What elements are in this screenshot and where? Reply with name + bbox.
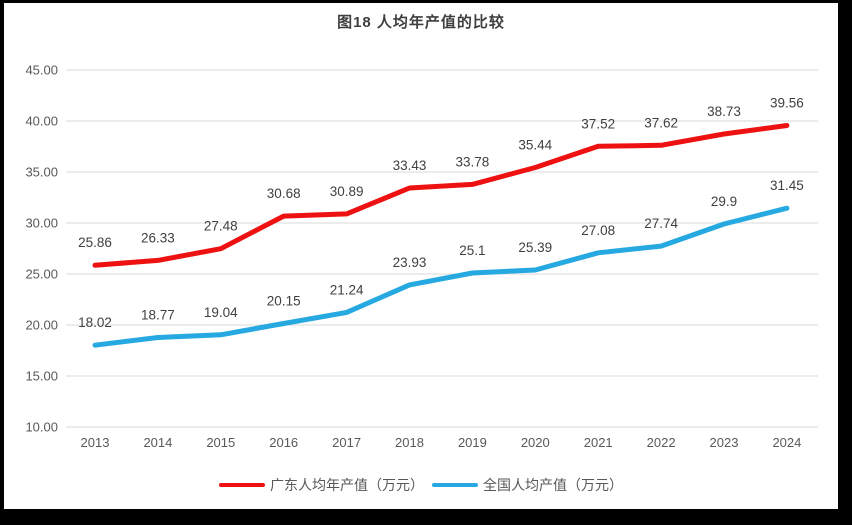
- x-axis-tick-label: 2023: [710, 435, 739, 450]
- data-label: 27.48: [204, 219, 238, 234]
- data-label: 33.43: [393, 158, 427, 173]
- chart-title: 图18 人均年产值的比较: [337, 14, 505, 31]
- data-label: 21.24: [330, 282, 364, 297]
- data-label: 31.45: [770, 178, 804, 193]
- x-axis-tick-label: 2013: [81, 435, 110, 450]
- line-chart-plot-area: 45.00 40.00 35.00 30.00 25.00 20.00 15.00 10.00…: [25, 63, 818, 450]
- x-axis-tick-label: 2019: [458, 435, 487, 450]
- data-label: 38.73: [707, 104, 741, 119]
- chart-canvas: 图18 人均年产值的比较 45.00 40.00 35.00 30.00 25.00 20…: [4, 3, 838, 509]
- x-axis-tick-label: 2015: [206, 435, 235, 450]
- chart-legend: 广东人均年产值（万元） 全国人均产值（万元）: [4, 475, 838, 495]
- guangdong-series-line: [92, 123, 790, 268]
- data-label: 30.68: [267, 186, 301, 201]
- national-series-swatch-icon: [432, 483, 478, 487]
- data-label: 27.08: [581, 223, 615, 238]
- x-axis-tick-label: 2022: [647, 435, 676, 450]
- data-label: 39.56: [770, 95, 804, 110]
- x-axis-tick-label: 2016: [269, 435, 298, 450]
- x-axis-tick-label: 2024: [772, 435, 801, 450]
- data-label: 33.78: [456, 154, 490, 169]
- data-label: 35.44: [518, 138, 552, 153]
- data-label: 25.39: [518, 240, 552, 255]
- x-axis-tick-label: 2021: [584, 435, 613, 450]
- data-label: 25.86: [78, 235, 112, 250]
- national-series-line: [92, 205, 790, 348]
- data-label: 18.77: [141, 308, 175, 323]
- y-axis-tick-label: 40.00: [25, 114, 58, 129]
- x-axis-tick-label: 2018: [395, 435, 424, 450]
- data-label: 18.02: [78, 315, 112, 330]
- data-label: 37.62: [644, 115, 678, 130]
- legend-item-national: 全国人均产值（万元）: [432, 475, 623, 495]
- legend-item-guangdong: 广东人均年产值（万元）: [219, 475, 424, 495]
- y-axis-tick-label: 15.00: [25, 369, 58, 384]
- data-label: 25.1: [459, 243, 485, 258]
- data-label: 26.33: [141, 230, 175, 245]
- y-axis-tick-label: 20.00: [25, 318, 58, 333]
- data-label: 23.93: [393, 255, 427, 270]
- guangdong-series-swatch-icon: [219, 483, 265, 487]
- data-label: 20.15: [267, 293, 301, 308]
- legend-label-national: 全国人均产值（万元）: [483, 477, 623, 493]
- data-label: 27.74: [644, 216, 678, 231]
- legend-label-guangdong: 广东人均年产值（万元）: [270, 477, 424, 493]
- x-axis-tick-label: 2014: [143, 435, 172, 450]
- y-axis-tick-label: 45.00: [25, 63, 58, 78]
- x-axis-tick-label: 2017: [332, 435, 361, 450]
- data-label: 37.52: [581, 116, 615, 131]
- data-label: 19.04: [204, 305, 238, 320]
- x-axis-tick-label: 2020: [521, 435, 550, 450]
- y-axis-tick-label: 10.00: [25, 420, 58, 435]
- y-axis-tick-label: 30.00: [25, 216, 58, 231]
- data-label: 29.9: [711, 194, 737, 209]
- y-axis-tick-label: 35.00: [25, 165, 58, 180]
- data-label: 30.89: [330, 184, 364, 199]
- y-axis-tick-label: 25.00: [25, 267, 58, 282]
